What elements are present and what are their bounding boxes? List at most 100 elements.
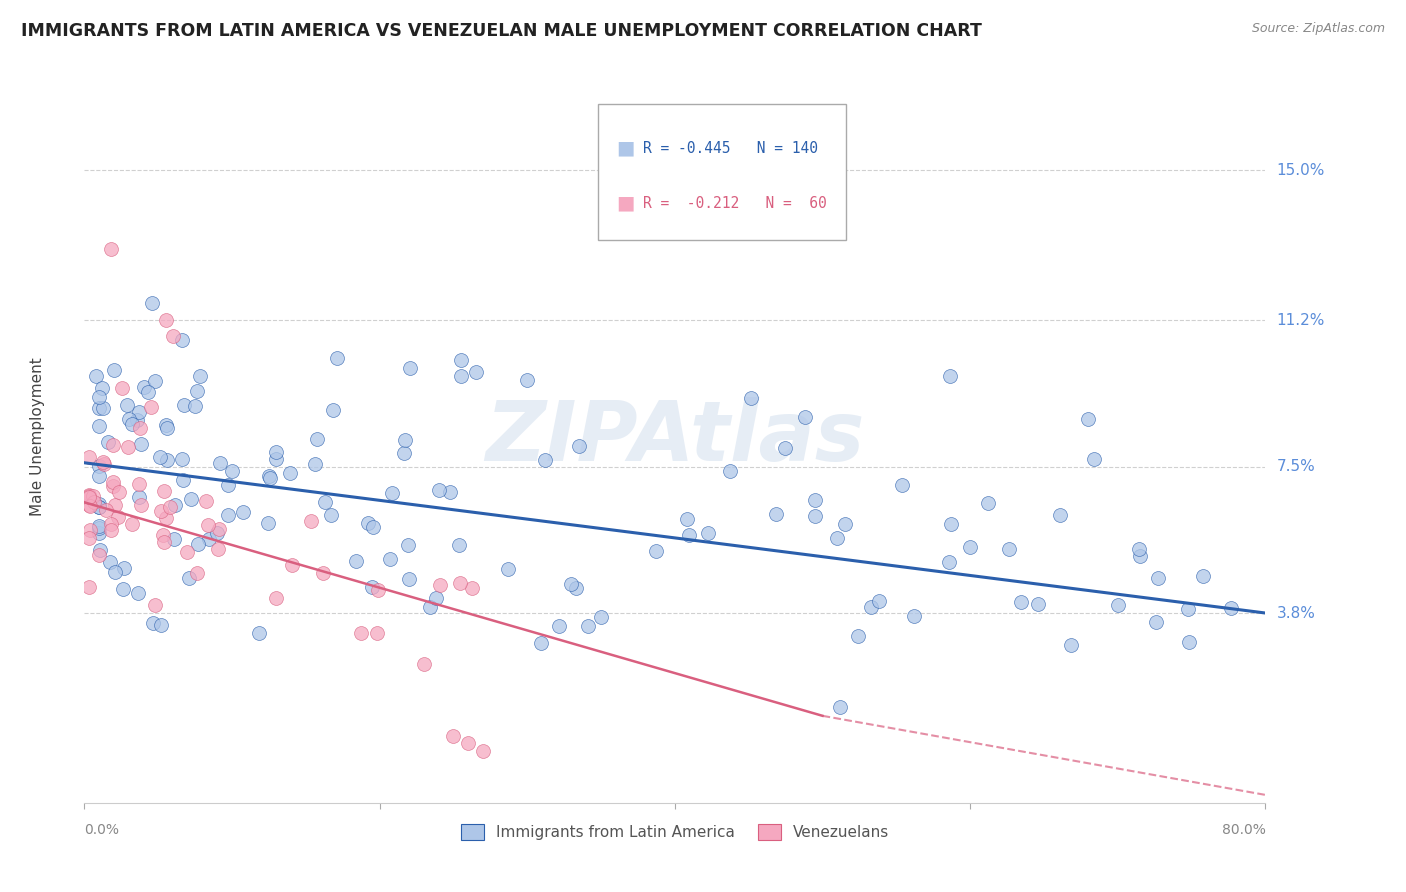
Point — [568, 438, 591, 452]
Point — [232, 505, 254, 519]
Point — [257, 516, 280, 531]
Text: Source: ZipAtlas.com: Source: ZipAtlas.com — [1251, 22, 1385, 36]
Text: 15.0%: 15.0% — [1277, 162, 1324, 178]
Point — [118, 411, 141, 425]
Point — [186, 384, 208, 398]
Point — [773, 441, 796, 455]
Point — [396, 537, 419, 551]
Point — [939, 369, 962, 384]
Point — [208, 522, 231, 536]
Text: R =  -0.212   N =  60: R = -0.212 N = 60 — [643, 195, 827, 211]
Point — [496, 562, 519, 576]
Point — [530, 636, 553, 650]
Point — [87, 548, 110, 562]
Point — [111, 582, 134, 596]
Point — [464, 365, 486, 379]
Point — [91, 381, 114, 395]
Point — [264, 452, 287, 467]
Point — [91, 455, 114, 469]
Text: IMMIGRANTS FROM LATIN AMERICA VS VENEZUELAN MALE UNEMPLOYMENT CORRELATION CHART: IMMIGRANTS FROM LATIN AMERICA VS VENEZUE… — [21, 22, 981, 40]
Point — [143, 374, 166, 388]
Point — [326, 351, 349, 365]
Point — [794, 410, 817, 425]
Point — [194, 494, 217, 508]
Point — [1177, 635, 1199, 649]
Point — [1191, 568, 1213, 582]
Point — [366, 626, 388, 640]
Point — [77, 531, 100, 545]
Point — [91, 401, 114, 416]
Point — [450, 368, 472, 383]
Point — [197, 518, 219, 533]
Point — [312, 566, 335, 581]
Point — [163, 498, 186, 512]
Point — [93, 457, 115, 471]
Point — [1010, 594, 1032, 608]
Point — [115, 398, 138, 412]
Point — [87, 521, 111, 535]
Point — [170, 452, 193, 467]
Point — [77, 498, 100, 512]
Point — [139, 401, 162, 415]
Point — [1177, 602, 1199, 616]
Point — [156, 421, 179, 435]
Point — [155, 313, 177, 327]
Point — [121, 517, 143, 532]
Point — [87, 401, 111, 415]
Legend: Immigrants from Latin America, Venezuelans: Immigrants from Latin America, Venezuela… — [454, 818, 896, 847]
Point — [941, 517, 963, 532]
Point — [804, 509, 827, 524]
Text: 11.2%: 11.2% — [1277, 313, 1324, 328]
Point — [419, 599, 441, 614]
Point — [79, 499, 101, 513]
Point — [678, 527, 700, 541]
Point — [155, 417, 177, 432]
Point — [180, 492, 202, 507]
Point — [125, 413, 148, 427]
Point — [314, 495, 336, 509]
Point — [644, 544, 666, 558]
Point — [100, 523, 122, 537]
Point — [117, 440, 139, 454]
Point — [344, 554, 367, 568]
Point — [1026, 597, 1049, 611]
Point — [207, 542, 229, 557]
Text: R = -0.445   N = 140: R = -0.445 N = 140 — [643, 141, 818, 156]
Point — [589, 610, 612, 624]
Text: ■: ■ — [616, 194, 634, 212]
Point — [457, 737, 479, 751]
Point — [87, 519, 111, 533]
Point — [97, 435, 120, 450]
Point — [187, 537, 209, 551]
Point — [381, 486, 404, 500]
Point — [413, 657, 436, 671]
Point — [77, 450, 100, 464]
Point — [846, 629, 869, 643]
Point — [1083, 451, 1105, 466]
Point — [472, 744, 495, 758]
Point — [150, 618, 173, 632]
Point — [156, 453, 179, 467]
Point — [443, 729, 465, 743]
Point — [1060, 638, 1083, 652]
Point — [565, 581, 588, 595]
Text: 7.5%: 7.5% — [1277, 459, 1315, 475]
Point — [142, 615, 165, 630]
Point — [264, 445, 287, 459]
Point — [94, 502, 117, 516]
Point — [361, 520, 384, 534]
Point — [696, 526, 718, 541]
Point — [111, 381, 134, 395]
Point — [1129, 549, 1152, 563]
Point — [104, 565, 127, 579]
Point — [89, 500, 111, 514]
Point — [162, 329, 184, 343]
Text: ■: ■ — [616, 138, 634, 158]
Point — [676, 512, 699, 526]
Text: 3.8%: 3.8% — [1277, 606, 1316, 621]
Point — [740, 391, 762, 405]
Point — [399, 361, 422, 376]
Text: 80.0%: 80.0% — [1222, 823, 1265, 838]
Point — [449, 576, 471, 591]
Point — [98, 555, 121, 569]
